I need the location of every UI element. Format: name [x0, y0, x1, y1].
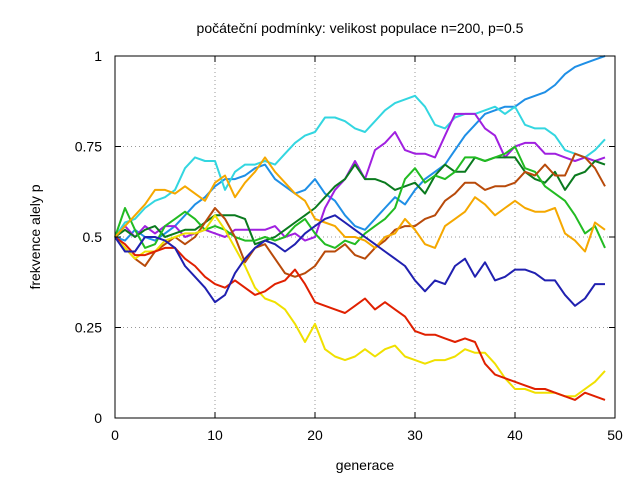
series-line-10: [114, 214, 605, 307]
y-tick-label: 0.75: [75, 139, 102, 155]
x-tick-label: 20: [307, 427, 323, 443]
y-tick-label: 0.25: [75, 320, 102, 336]
series-line-6: [114, 152, 606, 278]
ticks: 0 10 20 30 40 50 0 0.25 0.5 0.75 1: [75, 48, 623, 443]
series-line-8: [114, 214, 606, 398]
x-tick-label: 10: [207, 427, 223, 443]
x-tick-label: 40: [507, 427, 523, 443]
series-line-9: [114, 236, 606, 401]
series-line-1: [114, 55, 606, 242]
x-tick-label: 30: [407, 427, 423, 443]
x-axis-title: generace: [336, 457, 395, 473]
series-group: [114, 55, 606, 401]
chart-title: počáteční podmínky: velikost populace n=…: [197, 20, 524, 36]
series-line-4: [114, 156, 606, 246]
y-tick-label: 1: [94, 48, 102, 64]
series-line-7: [114, 156, 606, 253]
x-tick-label: 0: [111, 427, 119, 443]
y-axis-title: frekvence alely p: [27, 184, 43, 289]
y-tick-label: 0: [94, 410, 102, 426]
y-tick-label: 0.5: [83, 229, 103, 245]
series-line-2: [114, 94, 606, 238]
x-tick-label: 50: [607, 427, 623, 443]
